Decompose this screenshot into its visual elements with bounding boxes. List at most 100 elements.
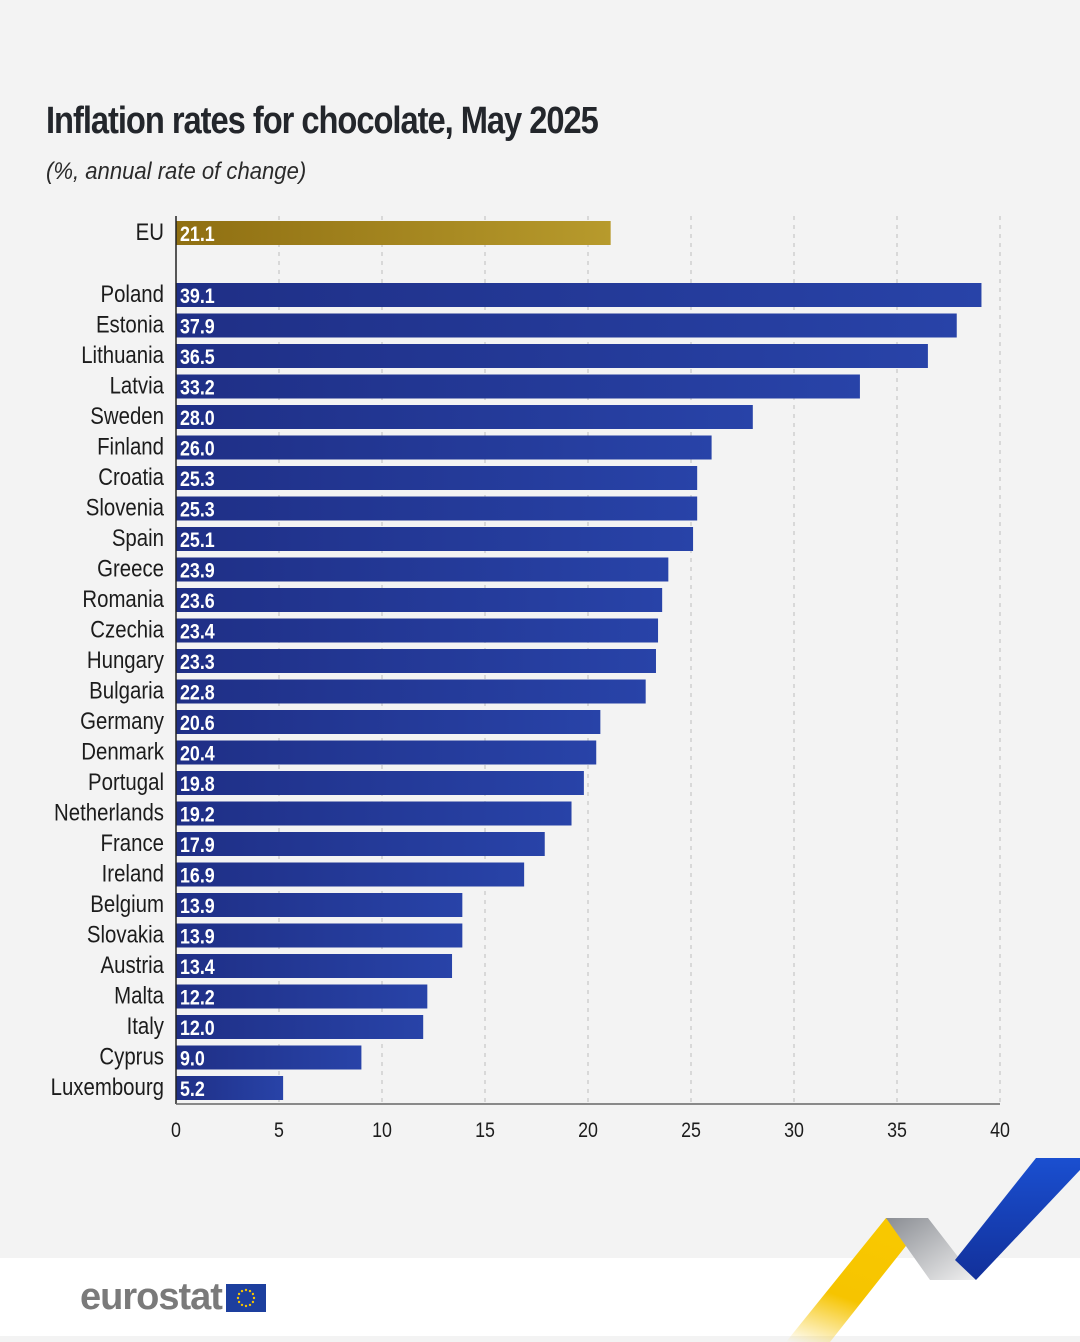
x-tick-label: 30 (784, 1119, 804, 1143)
x-tick-label: 5 (274, 1119, 284, 1143)
value-label: 28.0 (180, 407, 215, 431)
chart-title: Inflation rates for chocolate, May 2025 (46, 100, 599, 142)
flag-star (244, 1288, 248, 1291)
category-label: Ireland (102, 860, 164, 887)
bar-cyprus (176, 1045, 362, 1070)
category-label: France (101, 829, 164, 856)
x-tick-label: 40 (990, 1119, 1010, 1143)
bar-france (176, 832, 545, 856)
value-label: 23.4 (180, 620, 215, 644)
category-label: Sweden (90, 402, 164, 429)
value-label: 12.2 (180, 986, 215, 1010)
category-label: Netherlands (54, 799, 164, 826)
value-label: 19.2 (180, 803, 215, 827)
flag-star (237, 1300, 241, 1303)
flag-star (248, 1289, 252, 1292)
category-label: Hungary (87, 646, 165, 673)
value-label: 13.9 (180, 895, 215, 919)
x-tick-label: 0 (171, 1119, 181, 1143)
value-label: 36.5 (180, 346, 215, 370)
value-label: 19.8 (180, 773, 215, 797)
flag-star (248, 1303, 252, 1306)
category-label: Bulgaria (89, 677, 164, 704)
category-label: Germany (80, 707, 165, 734)
x-tick-labels: 0 5 10 15 20 25 30 35 40 (171, 1119, 1010, 1143)
x-tick-label: 20 (578, 1119, 598, 1143)
flag-star (240, 1303, 244, 1306)
bar-slovakia (176, 923, 463, 948)
category-label: Finland (97, 433, 164, 460)
category-label: Belgium (90, 890, 164, 917)
value-label: 39.1 (180, 285, 215, 309)
bar-czechia (176, 618, 659, 643)
bars: EU 21.1 Poland 39.1 Estonia 37.9 Lithuania 36.5… (51, 218, 982, 1101)
value-label: 33.2 (180, 376, 215, 400)
category-label: Austria (101, 951, 165, 978)
value-label: 23.3 (180, 651, 215, 675)
bar-malta (176, 984, 428, 1009)
chart-subtitle: (%, annual rate of change) (46, 158, 307, 185)
x-tick-label: 15 (475, 1119, 495, 1143)
category-label: Croatia (98, 463, 164, 490)
value-label: 37.9 (180, 315, 215, 339)
bar-ireland (176, 862, 525, 887)
bar-spain (176, 527, 694, 551)
x-tick-label: 35 (887, 1119, 907, 1143)
value-label-eu: 21.1 (180, 223, 215, 247)
category-label: Greece (97, 555, 164, 582)
bar-netherlands (176, 801, 572, 826)
category-label: Romania (82, 585, 164, 612)
flag-star (237, 1292, 241, 1295)
value-label: 13.9 (180, 925, 215, 949)
value-label: 17.9 (180, 834, 215, 858)
bar-estonia (176, 313, 957, 338)
category-label: Poland (100, 280, 164, 307)
value-label: 22.8 (180, 681, 215, 705)
category-label: Slovenia (86, 494, 165, 521)
flag-star (240, 1289, 244, 1292)
bar-austria (176, 954, 453, 978)
value-label: 9.0 (180, 1047, 205, 1071)
bar-greece (176, 557, 669, 582)
category-label: Luxembourg (51, 1073, 164, 1100)
bar-italy (176, 1015, 424, 1039)
bar-finland (176, 435, 712, 460)
value-label: 16.9 (180, 864, 215, 888)
bar-hungary (176, 649, 656, 673)
value-label: 12.0 (180, 1017, 215, 1041)
category-label: Latvia (110, 372, 165, 399)
flag-star (251, 1292, 255, 1295)
value-label: 23.6 (180, 590, 215, 614)
value-label: 20.4 (180, 742, 215, 766)
bar-sweden (176, 405, 753, 429)
bar-latvia (176, 374, 860, 399)
bar-belgium (176, 893, 463, 917)
eu-flag-icon (225, 1283, 266, 1312)
bar-poland (176, 283, 982, 307)
category-label: Spain (112, 524, 164, 551)
flag-star (236, 1296, 240, 1299)
logo-text: eurostat (80, 1276, 223, 1318)
bar-bulgaria (176, 679, 646, 704)
eurostat-logo[interactable]: eurostat (80, 1276, 266, 1319)
bar-slovenia (176, 496, 698, 521)
category-label: Denmark (81, 738, 165, 765)
bar-germany (176, 710, 601, 734)
bar-portugal (176, 771, 584, 795)
category-label: Lithuania (81, 341, 164, 368)
value-label: 20.6 (180, 712, 215, 736)
category-label-eu: EU (136, 218, 164, 245)
x-tick-label: 10 (372, 1119, 392, 1143)
flag-star (244, 1304, 248, 1307)
category-label: Cyprus (99, 1043, 164, 1070)
value-label: 23.9 (180, 559, 215, 583)
axes (175, 216, 1000, 1105)
flag-star (252, 1296, 256, 1299)
bar-eu (176, 221, 611, 245)
category-label: Czechia (90, 616, 164, 643)
x-tick-label: 25 (681, 1119, 701, 1143)
bar-chart: EU 21.1 Poland 39.1 Estonia 37.9 Lithuania 36.5… (51, 216, 1010, 1143)
value-label: 25.3 (180, 498, 215, 522)
category-label: Malta (114, 982, 164, 1009)
value-label: 13.4 (180, 956, 215, 980)
